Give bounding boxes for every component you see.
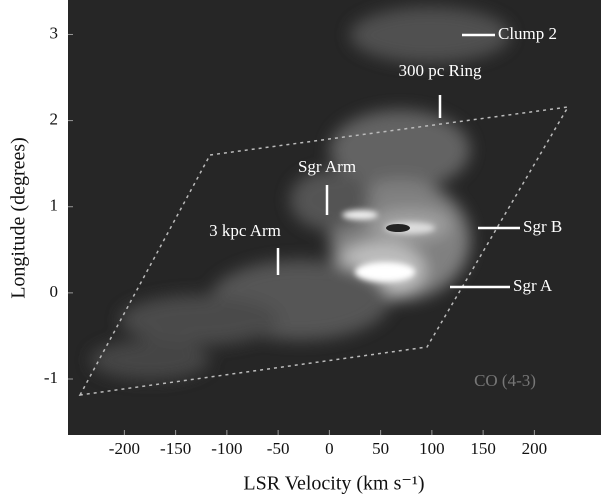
annotation: Sgr B [523,217,562,236]
x-tick-label: 200 [522,439,548,458]
x-tick-label: 150 [470,439,496,458]
image [68,0,601,435]
annotation: 3 kpc Arm [209,221,281,240]
y-tick-label: 3 [50,23,59,42]
x-axis-label: LSR Velocity (km s⁻¹) [243,473,424,495]
x-tick-label: 100 [419,439,445,458]
annotation: Sgr Arm [298,157,356,176]
x-tick-label: -150 [160,439,191,458]
annotation: 300 pc Ring [398,61,482,80]
x-tick-label: 50 [372,439,389,458]
annotation: CO (4-3) [474,371,536,390]
x-tick-label: -100 [211,439,242,458]
annotation: Clump 2 [498,24,557,43]
y-tick-label: -1 [44,368,58,387]
x-tick-label: -50 [267,439,290,458]
x-tick-label: -200 [109,439,140,458]
y-tick-label: 1 [50,196,59,215]
annotation: Sgr A [513,276,553,295]
y-tick-label: 0 [50,282,59,301]
y-axis-label: Longitude (degrees) [8,137,30,299]
y-tick-label: 2 [50,110,59,129]
x-tick-label: 0 [325,439,334,458]
